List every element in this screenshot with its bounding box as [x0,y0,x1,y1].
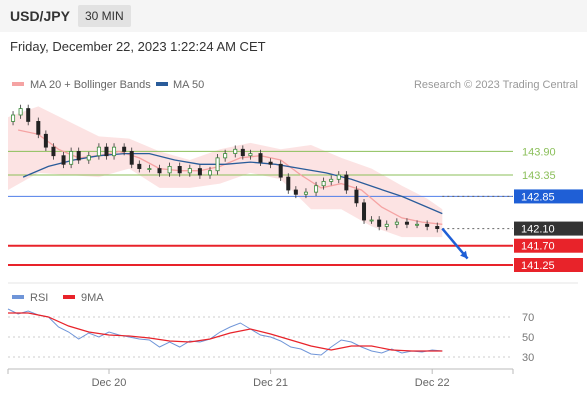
candle-body [76,151,81,161]
candle-body [69,151,74,165]
level-label-142.10: 142.10 [521,224,555,236]
candle-body [43,133,48,148]
level-label-143.35: 143.35 [522,170,556,182]
candle-body [329,178,334,182]
candle-body [215,157,220,172]
candle-body [240,148,245,157]
rsi-legend: RSI 9MA [12,292,104,304]
candle-body [26,108,31,122]
main-plot: 143.90 143.35 142.85 142.10 141.70 141.25 [8,104,583,272]
candle-body [207,170,212,176]
candle-body [369,219,374,222]
legend-label-ma50: MA 50 [173,79,204,91]
candle-body [187,168,192,174]
candle-body [177,166,182,174]
candle-body [51,146,56,157]
candle-body [336,174,341,180]
candle-body [303,191,308,195]
rsi-tick-70: 70 [522,312,534,324]
candle-body [425,223,430,227]
candle-body [104,146,109,157]
bollinger-band [8,106,443,238]
candle-body [167,166,172,174]
level-label-142.85: 142.85 [521,191,555,203]
rsi-plot: 70 50 30 [7,308,534,364]
x-tick-label-Dec-20: Dec 20 [92,377,127,389]
candle-body [377,219,382,227]
level-tag-142.10 [514,221,583,236]
candle-body [362,202,367,221]
candle-body [344,174,349,191]
x-axis: Dec 20 Dec 21 Dec 22 [7,368,514,389]
legend-label-ma20: MA 20 + Bollinger Bands [30,79,151,91]
legend-swatch-rsi [12,295,24,299]
candle-body [286,176,291,191]
rsi-tick-50: 50 [522,332,534,344]
candle-body [233,148,238,154]
legend-swatch-ma50 [156,82,168,86]
level-tag-142.85 [514,189,583,204]
rsi-ma-line [8,312,443,352]
candle-body [435,226,440,229]
candle-body [248,153,253,157]
candle-body [268,161,273,165]
symbol-label: USD/JPY [10,8,70,24]
candle-body [61,155,66,165]
level-tag-141.25 [514,258,583,272]
candle-body [223,153,228,159]
forecast-arrow-head [460,250,468,259]
candle-body [293,189,298,195]
candle-body [11,114,16,122]
chart-header: USD/JPY 30 MIN [0,0,587,32]
candle-body [321,181,326,187]
candle-body [147,168,152,170]
candle-body [157,168,162,174]
level-label-141.70: 141.70 [521,241,555,253]
candle-body [112,146,117,157]
level-label-143.90: 143.90 [522,146,556,158]
candle-body [197,168,202,176]
legend-swatch-9ma [63,295,75,299]
x-tick-label-Dec-22: Dec 22 [415,377,450,389]
ma50-line [22,152,443,215]
candle-body [258,153,263,163]
candle-body [129,151,134,165]
rsi-line [7,308,443,356]
candle-body [354,189,359,204]
candle-body [415,223,420,226]
main-legend: MA 20 + Bollinger Bands MA 50 Research ©… [12,79,578,91]
candle-body [314,185,319,193]
legend-label-9ma: 9MA [81,292,104,304]
candle-body [404,221,409,225]
candle-body [278,163,283,178]
x-tick-label-Dec-21: Dec 21 [253,377,288,389]
candle-body [36,121,41,135]
candle-body [18,108,23,116]
legend-label-rsi: RSI [30,292,48,304]
chart-credit: Research © 2023 Trading Central [414,79,578,91]
candle-body [394,221,399,225]
datetime-label: Friday, December 22, 2023 1:22:24 AM CET [10,39,266,54]
candle-body [96,146,101,157]
candle-body [86,155,91,161]
level-label-141.25: 141.25 [521,260,555,272]
level-tag-141.70 [514,238,583,253]
candle-body [122,146,127,152]
candle-body [384,223,389,227]
rsi-tick-30: 30 [522,352,534,364]
legend-swatch-ma20 [12,82,24,86]
timeframe-button[interactable]: 30 MIN [78,5,131,27]
candle-body [137,163,142,169]
